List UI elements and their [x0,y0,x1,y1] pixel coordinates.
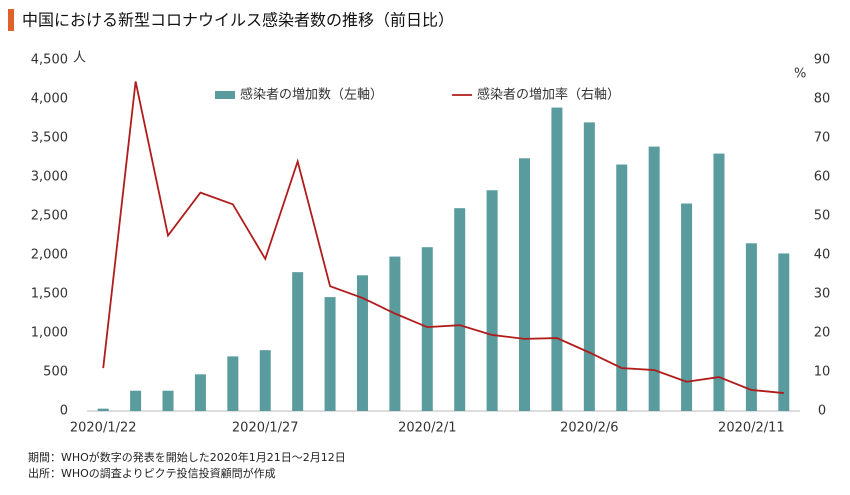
y2-tick-label: 30 [814,287,831,302]
x-tick-label: 2020/1/27 [232,421,299,436]
x-tick-label: 2020/1/22 [70,421,137,436]
legend-label: 感染者の増加率（右軸） [477,87,620,103]
bar [778,253,790,411]
y-tick-label: 1,500 [31,287,68,302]
y-tick-label: 0 [60,404,68,419]
bar [745,243,757,411]
x-tick-label: 2020/2/1 [398,421,456,436]
y-tick-label: 3,500 [31,131,68,146]
bar [194,374,206,411]
y2-tick-label: 40 [814,248,831,263]
x-tick-label: 2020/2/6 [560,421,618,436]
bar [486,190,498,411]
y2-tick-label: 80 [814,92,831,107]
bar [421,247,433,411]
note: 期間：WHOが数字の発表を開始した2020年1月21日～2月12日 [28,450,346,464]
chart-title: 中国における新型コロナウイルス感染者数の推移（前日比） [22,11,454,30]
y-tick-label: 2,000 [31,248,68,263]
y2-tick-label: 70 [814,131,831,146]
note: 出所：WHOの調査よりピクテ投信投資顧問が作成 [28,466,276,480]
title-accent [8,9,14,31]
bar [130,390,142,411]
bar [389,256,401,411]
bar [519,158,531,411]
bar [551,107,563,411]
y-tick-label: 3,000 [31,170,68,185]
legend-label: 感染者の増加数（左軸） [240,87,383,103]
bar [681,203,693,411]
bar [97,408,109,411]
bar [227,356,239,411]
bar [616,164,628,411]
y2-unit: % [794,67,806,82]
y-tick-label: 4,000 [31,92,68,107]
bar [324,297,336,411]
bar [292,272,304,411]
bar [454,208,466,411]
bar [259,350,271,411]
y2-tick-label: 0 [818,404,826,419]
x-tick-label: 2020/2/11 [718,421,785,436]
y-tick-label: 1,000 [31,326,68,341]
y-unit: 人 [73,51,86,66]
y2-tick-label: 90 [814,53,831,68]
bar [583,122,595,412]
y2-tick-label: 10 [814,365,831,380]
y-tick-label: 500 [43,365,68,380]
y2-tick-label: 60 [814,170,831,185]
bar [713,153,725,411]
line [102,81,784,394]
bar [648,146,660,411]
legend-swatch [215,91,235,99]
bar [162,390,174,411]
y2-tick-label: 50 [814,209,831,224]
y-tick-label: 2,500 [31,209,68,224]
bar [356,275,368,411]
y-tick-label: 4,500 [31,53,68,68]
y2-tick-label: 20 [814,326,831,341]
